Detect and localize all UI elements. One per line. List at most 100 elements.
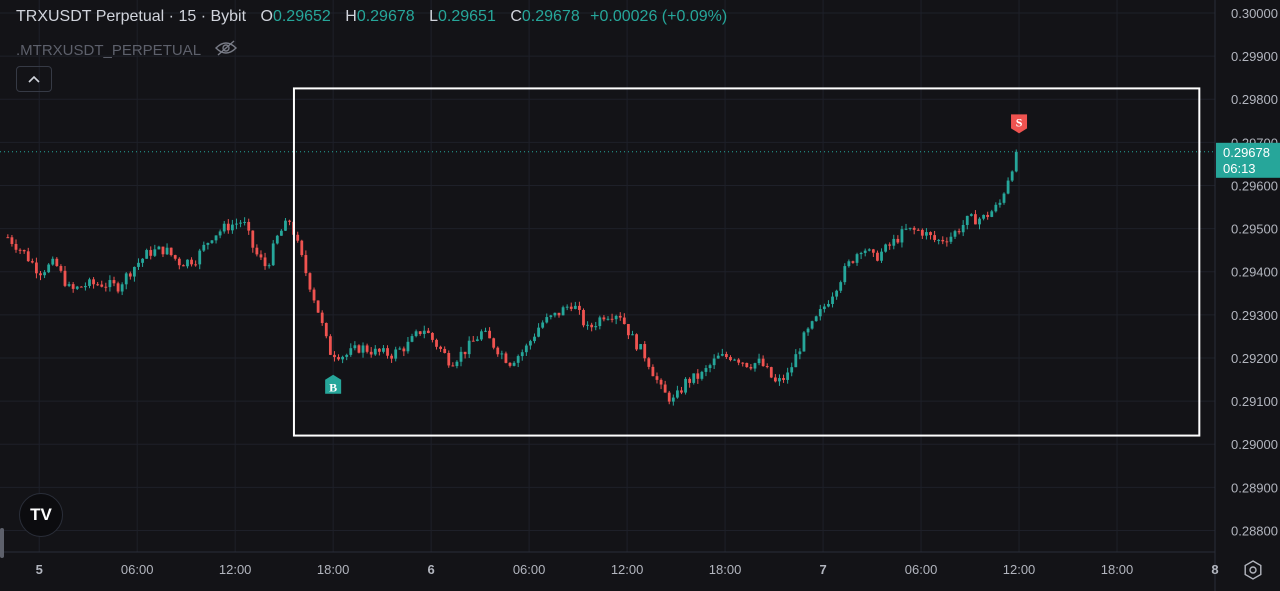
candle-body bbox=[969, 214, 973, 216]
candle-body bbox=[549, 315, 553, 318]
candle-body bbox=[565, 306, 569, 308]
candle-body bbox=[206, 242, 210, 245]
buy-marker-label: B bbox=[329, 381, 337, 395]
candle-body bbox=[194, 264, 198, 266]
candle-body bbox=[900, 229, 904, 243]
candle-body bbox=[708, 365, 712, 369]
candle-body bbox=[627, 324, 630, 336]
candle-body bbox=[149, 250, 153, 256]
candle-body bbox=[488, 330, 491, 339]
candle-body bbox=[373, 348, 377, 355]
countdown-value: 06:13 bbox=[1223, 161, 1256, 176]
sell-marker-shape bbox=[1011, 114, 1028, 134]
eye-off-icon[interactable] bbox=[215, 40, 238, 60]
time-tick-label: 12:00 bbox=[219, 562, 252, 577]
candle-body bbox=[610, 318, 614, 320]
candle-body bbox=[165, 247, 169, 255]
price-tick-label: 0.30000 bbox=[1231, 6, 1278, 21]
price-tick-label: 0.29500 bbox=[1231, 222, 1278, 237]
time-tick-label: 7 bbox=[819, 562, 826, 577]
candle-body bbox=[908, 227, 912, 229]
candle-body bbox=[529, 341, 532, 346]
candle-body bbox=[806, 328, 810, 333]
indicator-name[interactable]: .MTRXUSDT_PERPETUAL bbox=[16, 41, 202, 59]
candle-body bbox=[700, 371, 704, 379]
time-tick-label: 06:00 bbox=[513, 562, 546, 577]
close-label: C bbox=[510, 8, 522, 25]
candle-body bbox=[941, 239, 945, 242]
tradingview-logo[interactable]: TV bbox=[19, 493, 63, 537]
side-panel-handle[interactable] bbox=[0, 528, 4, 558]
candle-body bbox=[720, 354, 724, 356]
candle-body bbox=[945, 241, 949, 243]
candle-body bbox=[296, 234, 300, 241]
candle-body bbox=[569, 306, 573, 309]
candle-body bbox=[18, 249, 22, 251]
candle-body bbox=[537, 327, 540, 337]
low-value: 0.29651 bbox=[438, 8, 496, 25]
time-tick-label: 18:00 bbox=[709, 562, 742, 577]
candle-body bbox=[467, 340, 471, 355]
candle-body bbox=[320, 312, 324, 324]
candle-body bbox=[867, 249, 871, 251]
candle-body bbox=[169, 247, 173, 256]
candle-body bbox=[431, 332, 434, 340]
candle-body bbox=[606, 318, 610, 320]
candle-body bbox=[684, 378, 687, 393]
price-axis[interactable]: 0.300000.299000.298000.297000.296000.295… bbox=[1231, 6, 1278, 539]
candle-body bbox=[259, 254, 263, 258]
candle-body bbox=[226, 223, 230, 231]
time-axis[interactable]: 5 06:00 12:00 18:00 6 06:00 12:00 18:00 7 06:00 12… bbox=[36, 562, 1219, 577]
candle-body bbox=[333, 354, 336, 358]
candle-body bbox=[680, 390, 683, 393]
candle-body bbox=[10, 237, 14, 244]
candle-body bbox=[651, 366, 655, 377]
candle-body bbox=[480, 331, 483, 340]
candle-body bbox=[365, 345, 369, 352]
candle-body bbox=[390, 355, 394, 359]
symbol-name[interactable]: TRXUSDT Perpetual bbox=[16, 8, 165, 25]
candle-body bbox=[124, 273, 128, 285]
candle-body bbox=[794, 354, 798, 368]
candle-body bbox=[814, 316, 818, 322]
candle-body bbox=[492, 338, 496, 348]
candle-body bbox=[108, 280, 112, 288]
candle-body bbox=[35, 262, 38, 274]
candle-body bbox=[741, 362, 745, 364]
candle-body bbox=[541, 322, 545, 328]
candle-body bbox=[202, 244, 206, 251]
trade-markers: BS bbox=[325, 114, 1028, 395]
candle-body bbox=[753, 363, 757, 369]
candle-body bbox=[835, 290, 839, 297]
candle-body bbox=[279, 230, 283, 236]
candle-body bbox=[512, 362, 516, 366]
candle-body bbox=[263, 257, 267, 267]
candle-body bbox=[916, 229, 920, 231]
candle-body bbox=[369, 351, 373, 355]
close-value: 0.29678 bbox=[521, 8, 580, 25]
candle-body bbox=[181, 265, 185, 267]
candle-body bbox=[974, 214, 977, 225]
candle-body bbox=[267, 265, 271, 267]
candle-body bbox=[96, 284, 100, 286]
candle-body bbox=[377, 348, 381, 352]
candle-body bbox=[545, 317, 549, 323]
candle-body bbox=[982, 214, 985, 219]
candle-body bbox=[520, 352, 524, 357]
candle-body bbox=[284, 220, 287, 231]
candle-body bbox=[104, 286, 108, 288]
candle-body bbox=[239, 222, 242, 224]
gear-icon[interactable] bbox=[1241, 558, 1265, 582]
candle-body bbox=[802, 332, 806, 352]
candle-body bbox=[871, 249, 875, 253]
candle-body bbox=[508, 362, 512, 366]
candle-body bbox=[765, 366, 769, 368]
candle-body bbox=[353, 345, 357, 349]
candle-body bbox=[712, 358, 716, 366]
candle-body bbox=[349, 348, 353, 355]
candle-body bbox=[255, 247, 259, 255]
candle-body bbox=[312, 289, 316, 301]
collapse-legend-button[interactable] bbox=[16, 66, 52, 92]
candle-body bbox=[30, 261, 34, 263]
